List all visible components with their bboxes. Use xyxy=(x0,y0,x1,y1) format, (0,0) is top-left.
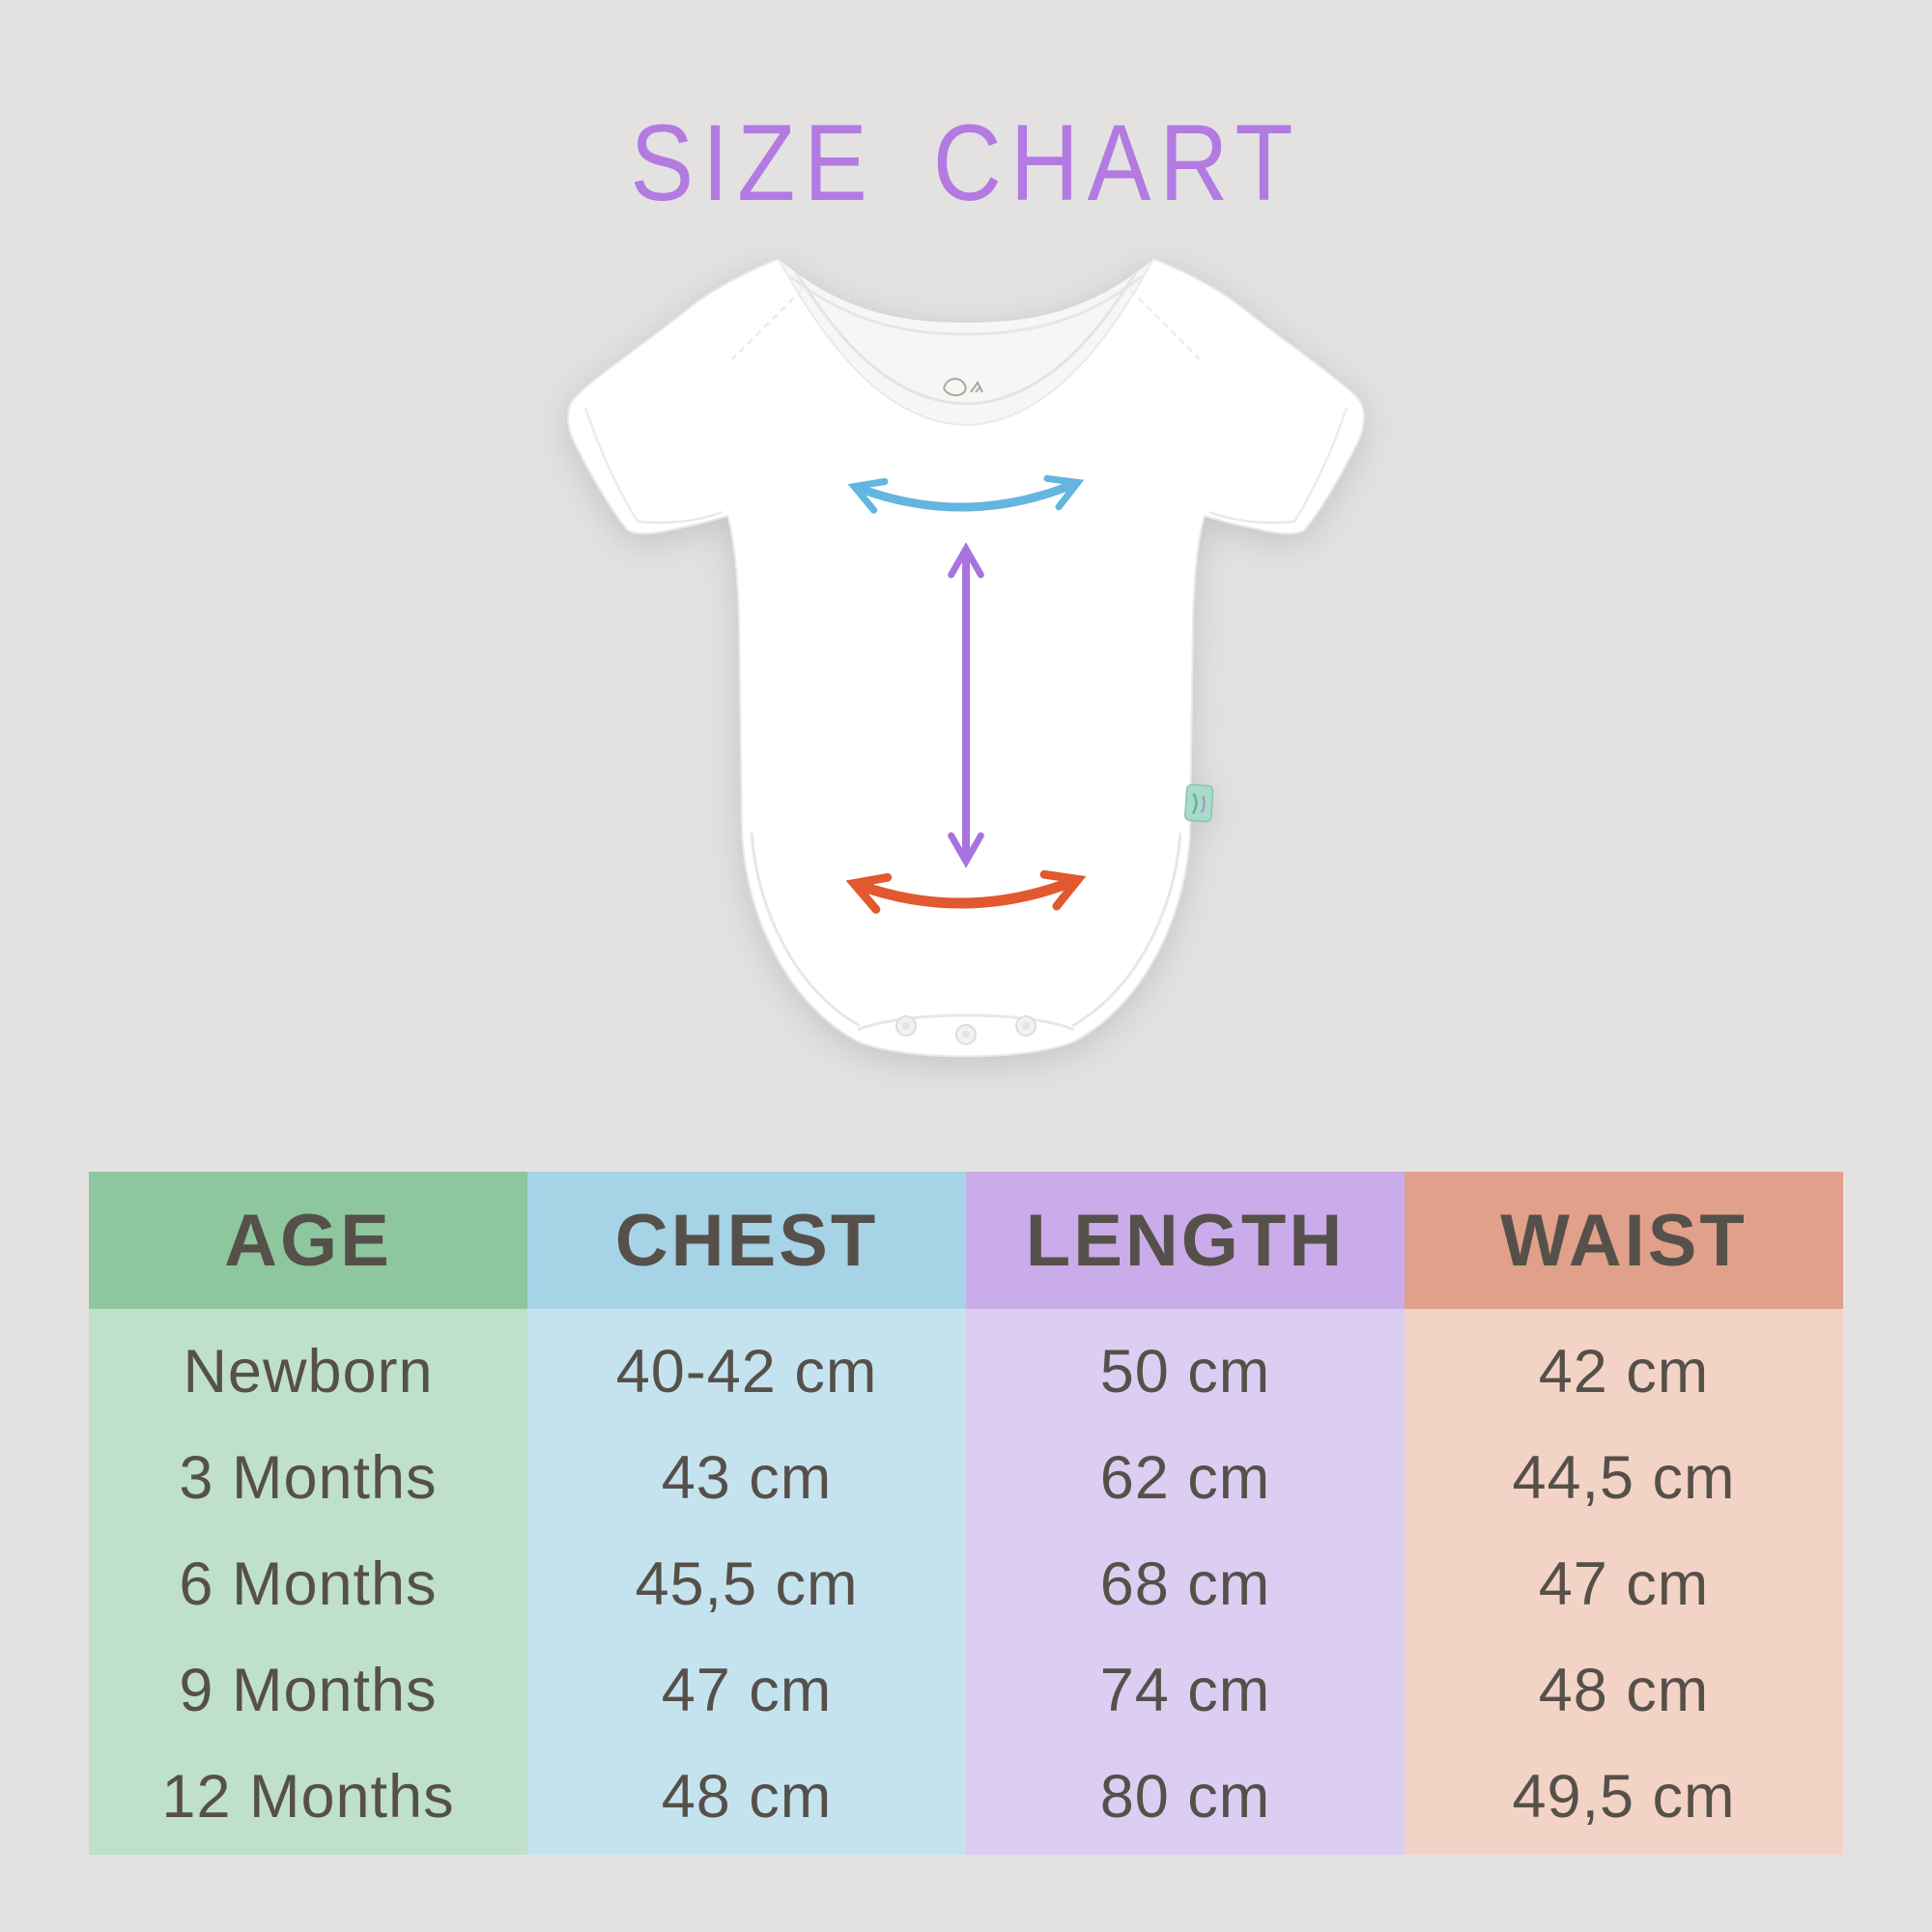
bodysuit-inside-back xyxy=(779,259,1153,425)
neck-label-logo xyxy=(943,378,983,397)
column-length-cells: 50 cm 62 cm 68 cm 74 cm 80 cm xyxy=(966,1309,1405,1855)
column-header-waist: WAIST xyxy=(1405,1172,1843,1309)
table-cell: 6 Months xyxy=(179,1550,438,1618)
table-cell: 74 cm xyxy=(1099,1657,1271,1724)
page-title: SIZE CHART xyxy=(0,100,1932,225)
left-sleeve-seam xyxy=(583,407,639,523)
table-cell: 48 cm xyxy=(661,1763,833,1831)
column-waist-cells: 42 cm 44,5 cm 47 cm 48 cm 49,5 cm xyxy=(1405,1309,1843,1855)
table-cell: Newborn xyxy=(183,1338,434,1406)
table-cell: 9 Months xyxy=(179,1657,438,1724)
table-cell: 68 cm xyxy=(1099,1550,1271,1618)
crotch-flap-edge xyxy=(857,1013,1075,1032)
column-header-age: AGE xyxy=(89,1172,527,1309)
column-age-cells: Newborn 3 Months 6 Months 9 Months 12 Mo… xyxy=(89,1309,527,1855)
table-cell: 47 cm xyxy=(661,1657,833,1724)
back-neck-ribbing xyxy=(789,274,1143,336)
column-header-length: LENGTH xyxy=(966,1172,1405,1309)
size-table: AGE Newborn 3 Months 6 Months 9 Months 1… xyxy=(89,1172,1843,1855)
table-cell: 40-42 cm xyxy=(615,1338,878,1406)
right-leg-binding xyxy=(1071,832,1182,1028)
left-shoulder-seam xyxy=(731,289,803,360)
right-shoulder-seam xyxy=(1129,289,1201,360)
table-cell: 44,5 cm xyxy=(1512,1444,1736,1512)
column-age: AGE Newborn 3 Months 6 Months 9 Months 1… xyxy=(89,1172,527,1855)
right-sleeve-hem xyxy=(1208,510,1295,525)
side-tag xyxy=(1184,783,1214,823)
right-sleeve-seam xyxy=(1293,407,1349,523)
waist-width-arrow xyxy=(845,869,1087,914)
chest-width-arrow xyxy=(847,474,1085,514)
snap-buttons xyxy=(895,1015,1037,1045)
table-cell: 42 cm xyxy=(1538,1338,1710,1406)
front-collar-trim xyxy=(794,271,1138,406)
table-cell: 50 cm xyxy=(1099,1338,1271,1406)
table-cell: 3 Months xyxy=(179,1444,438,1512)
table-cell: 48 cm xyxy=(1538,1657,1710,1724)
table-cell: 12 Months xyxy=(161,1763,455,1831)
table-cell: 43 cm xyxy=(661,1444,833,1512)
column-waist: WAIST 42 cm 44,5 cm 47 cm 48 cm 49,5 cm xyxy=(1405,1172,1843,1855)
table-cell: 49,5 cm xyxy=(1512,1763,1736,1831)
column-header-chest: CHEST xyxy=(527,1172,966,1309)
column-length: LENGTH 50 cm 62 cm 68 cm 74 cm 80 cm xyxy=(966,1172,1405,1855)
left-leg-binding xyxy=(750,832,861,1028)
left-sleeve-hem xyxy=(637,510,724,525)
table-cell: 45,5 cm xyxy=(635,1550,859,1618)
column-chest-cells: 40-42 cm 43 cm 45,5 cm 47 cm 48 cm xyxy=(527,1309,966,1855)
table-cell: 80 cm xyxy=(1099,1763,1271,1831)
table-cell: 62 cm xyxy=(1099,1444,1271,1512)
page-title-text: SIZE CHART xyxy=(630,102,1302,223)
column-chest: CHEST 40-42 cm 43 cm 45,5 cm 47 cm 48 cm xyxy=(527,1172,966,1855)
table-cell: 47 cm xyxy=(1538,1550,1710,1618)
